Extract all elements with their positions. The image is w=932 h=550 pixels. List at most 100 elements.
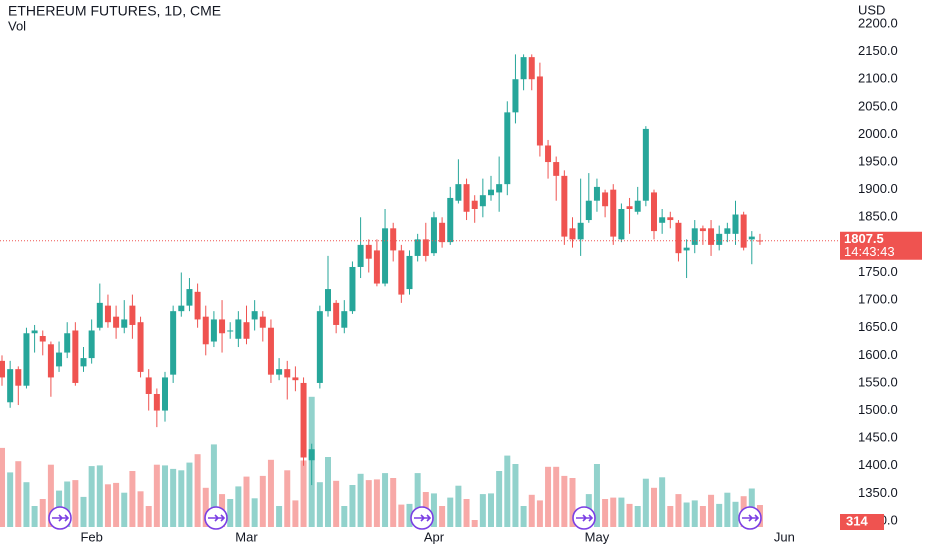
volume-bar [724,492,731,527]
candle-body [675,222,682,254]
candle-body [430,217,437,254]
volume-bar [210,444,217,527]
volume-bar [634,506,641,527]
volume-layer [0,396,763,527]
candle-body [414,239,421,256]
x-tick-label: Feb [80,529,102,544]
volume-bar [137,491,144,527]
candle-body [162,377,168,411]
volume-label-box [840,514,884,530]
y-tick-label: 1950.0 [858,153,898,168]
volume-bar [659,477,666,527]
volume-bar [439,506,446,527]
candle-body [129,305,136,325]
candle-body [104,305,111,323]
candle-body [121,319,128,328]
candle-body [145,377,152,394]
candle-body [748,236,755,240]
candle-body [528,57,535,80]
candle-body [569,228,576,240]
volume-bar [113,482,120,527]
candle-body [634,200,641,212]
x-tick-label: Jun [774,529,795,544]
volume-bar [194,454,201,527]
candle-body [708,228,715,245]
volume-bar [80,496,87,527]
price-label-box [840,231,922,260]
y-tick-label: 2200.0 [858,15,898,30]
candle-body [463,184,470,212]
candle-body [479,195,486,207]
candle-body [72,330,79,383]
volume-bar [31,506,38,527]
candle-body [626,206,633,209]
candle-body [439,222,446,243]
candle-body [64,333,71,353]
candle-body [31,330,38,334]
y-tick-label: 1850.0 [858,209,898,224]
volume-bar [618,497,625,527]
y-tick-label: 2150.0 [858,43,898,58]
candle-body [406,255,413,290]
candle-body [520,57,527,80]
volume-bar [373,479,380,527]
candle-body [512,79,519,113]
candle-body [316,311,323,383]
candle-body [740,214,747,248]
volume-bar [357,473,364,527]
volume-bar [333,480,340,527]
event-arrows [52,514,760,522]
candle-body [610,189,617,237]
candle-body [96,302,103,328]
candle-body [219,319,226,334]
candle-body [267,327,274,375]
candle-body [341,311,348,328]
volume-bar [504,455,511,527]
volume-bar [667,506,674,527]
volume-bar [153,464,160,527]
volume-bar [463,499,470,527]
candle-body [577,222,584,240]
candle-body [357,244,364,267]
candle-body [235,319,242,339]
candle-body [699,228,706,232]
volume-bar [593,464,600,527]
candle-body [618,208,625,240]
candle-body [137,322,144,372]
volume-bar [414,473,421,527]
chart-title: ETHEREUM FUTURES, 1D, CME [8,3,221,19]
y-tick-label: 1600.0 [858,347,898,362]
candle-body [194,291,201,320]
volume-bar [162,465,168,527]
volume-bar [292,500,299,527]
y-tick-label: 1650.0 [858,319,898,334]
volume-bar [455,485,462,527]
candle-body [80,358,87,367]
volume-value-label: 314 [846,513,868,528]
candle-body [504,112,511,185]
volume-bar [398,504,405,527]
candle-body [178,305,185,312]
volume-bar [316,482,323,527]
volume-bar [683,502,690,527]
candle-body [585,200,592,221]
volume-bar [121,492,128,527]
volume-bar [406,503,413,527]
candle-body [382,228,389,284]
candle-body [0,360,5,378]
volume-bar [170,468,177,527]
event-icons[interactable] [48,506,762,530]
candle-body [545,145,552,163]
volume-bar [642,478,649,527]
volume-bar [104,484,111,527]
candle-body [593,186,600,201]
candle-body [390,228,397,251]
volume-bar [488,493,494,527]
candle-body [667,217,674,221]
price-label: 1807.5 [844,231,884,246]
volume-bar [512,464,519,527]
volume-bar [64,481,71,527]
candle-body [202,316,209,345]
candle-body [642,128,649,201]
candle-body [716,233,723,245]
